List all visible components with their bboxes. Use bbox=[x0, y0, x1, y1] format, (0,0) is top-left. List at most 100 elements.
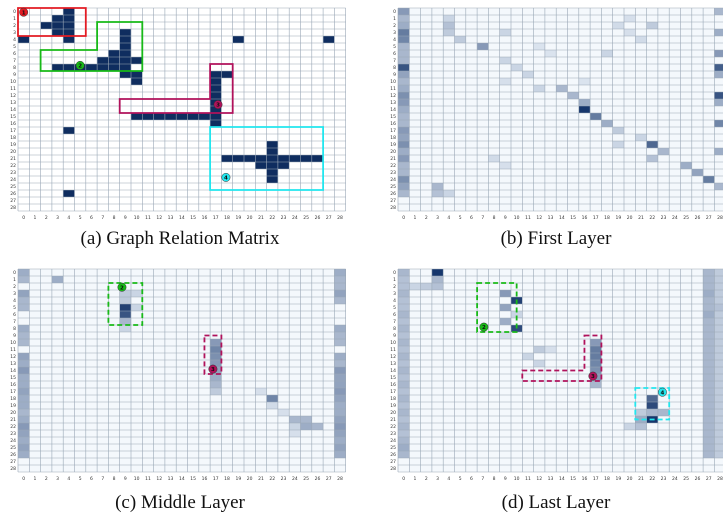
matrix-cell bbox=[443, 15, 455, 22]
y-tick-label: 3 bbox=[13, 30, 16, 36]
matrix-cell bbox=[703, 430, 715, 437]
x-tick-label: 23 bbox=[661, 476, 667, 482]
y-tick-label: 1 bbox=[393, 16, 396, 22]
x-tick-label: 20 bbox=[627, 476, 633, 482]
x-tick-label: 27 bbox=[706, 215, 712, 221]
matrix-cell bbox=[51, 276, 64, 283]
matrix-cell bbox=[119, 304, 131, 311]
matrix-cell bbox=[210, 374, 222, 381]
matrix-cell bbox=[691, 169, 704, 176]
matrix-cell bbox=[714, 346, 723, 353]
matrix-cell bbox=[612, 127, 624, 134]
x-tick-label: 8 bbox=[493, 215, 496, 221]
matrix-cell bbox=[398, 155, 410, 162]
y-tick-label: 18 bbox=[10, 135, 16, 141]
matrix-cell bbox=[714, 64, 723, 71]
x-tick-label: 6 bbox=[90, 476, 93, 482]
matrix-cell bbox=[398, 374, 410, 381]
x-tick-label: 9 bbox=[124, 215, 127, 221]
x-tick-label: 15 bbox=[570, 215, 576, 221]
matrix-cell bbox=[398, 148, 410, 155]
matrix-cell bbox=[703, 402, 715, 409]
matrix-cell bbox=[398, 162, 410, 169]
x-tick-label: 1 bbox=[414, 215, 417, 221]
y-tick-label: 27 bbox=[10, 198, 16, 204]
x-tick-label: 13 bbox=[548, 476, 554, 482]
matrix-cell bbox=[635, 423, 647, 430]
panel-c-middle-layer: 0 0 1 1 2 2 3 3 4 4 5 5 6 6 7 7 8 8 9 9 10 10 11 11 12 12 13 13 14 14… bbox=[10, 265, 350, 482]
highlight-marker-3 bbox=[208, 364, 218, 374]
matrix-cell bbox=[499, 318, 511, 325]
matrix-cell bbox=[714, 311, 723, 318]
matrix-cell bbox=[119, 311, 131, 318]
matrix-cell bbox=[334, 395, 346, 402]
matrix-cell bbox=[18, 360, 30, 367]
matrix-cell bbox=[398, 325, 410, 332]
matrix-cell bbox=[714, 120, 723, 127]
x-tick-label: 17 bbox=[213, 476, 219, 482]
matrix-cell bbox=[714, 437, 723, 444]
highlight-marker-2 bbox=[479, 322, 489, 332]
matrix-cell bbox=[119, 29, 131, 36]
matrix-cell bbox=[398, 381, 410, 388]
matrix-cell bbox=[590, 113, 602, 120]
highlight-marker-number: 2 bbox=[120, 285, 124, 291]
matrix-cell bbox=[635, 36, 647, 43]
x-tick-label: 7 bbox=[481, 476, 484, 482]
y-tick-label: 25 bbox=[390, 184, 396, 190]
matrix-cell bbox=[18, 304, 30, 311]
matrix-cell bbox=[511, 325, 523, 332]
y-tick-label: 11 bbox=[10, 347, 16, 353]
y-tick-label: 25 bbox=[10, 184, 16, 190]
matrix-cell bbox=[714, 290, 723, 297]
y-tick-label: 24 bbox=[10, 438, 16, 444]
matrix-cell bbox=[703, 374, 715, 381]
matrix-cell bbox=[703, 416, 715, 423]
matrix-cell bbox=[714, 367, 723, 374]
matrix-cell bbox=[398, 134, 410, 141]
x-tick-label: 9 bbox=[124, 476, 127, 482]
x-tick-label: 24 bbox=[292, 476, 298, 482]
matrix-cell bbox=[334, 339, 346, 346]
matrix-cell bbox=[266, 169, 278, 176]
highlight-outline-2 bbox=[39, 21, 144, 72]
matrix-cell bbox=[703, 437, 715, 444]
matrix-cell bbox=[714, 409, 723, 416]
panel-a-graph-relation-matrix: 0 0 1 1 2 2 3 3 4 4 5 5 6 6 7 7 8 8 9 9 10 10 11 11 12 12 13 13 14 14… bbox=[10, 4, 350, 221]
matrix-cell bbox=[334, 388, 346, 395]
matrix-cell bbox=[334, 290, 346, 297]
y-tick-label: 13 bbox=[390, 361, 396, 367]
panel-d-last-layer: 0 0 1 1 2 2 3 3 4 4 5 5 6 6 7 7 8 8 9 9 10 10 11 11 12 12 13 13 14 14… bbox=[390, 265, 723, 482]
x-tick-label: 3 bbox=[56, 215, 59, 221]
x-tick-label: 24 bbox=[292, 215, 298, 221]
x-tick-label: 21 bbox=[638, 215, 644, 221]
x-tick-label: 11 bbox=[525, 215, 531, 221]
matrix-cell bbox=[18, 374, 30, 381]
matrix-cell bbox=[334, 283, 346, 290]
y-tick-label: 23 bbox=[390, 170, 396, 176]
x-tick-label: 1 bbox=[34, 215, 37, 221]
matrix-cell bbox=[590, 339, 602, 346]
matrix-cell bbox=[18, 430, 30, 437]
matrix-cell bbox=[108, 64, 120, 71]
x-tick-label: 20 bbox=[627, 215, 633, 221]
highlight-outline-3 bbox=[521, 334, 603, 382]
x-tick-label: 22 bbox=[269, 476, 275, 482]
y-tick-label: 5 bbox=[13, 305, 16, 311]
matrix-cell bbox=[522, 353, 534, 360]
y-tick-label: 11 bbox=[10, 86, 16, 92]
matrix-cell bbox=[255, 155, 267, 162]
x-tick-label: 26 bbox=[315, 215, 321, 221]
x-tick-label: 12 bbox=[156, 215, 162, 221]
matrix-cell bbox=[646, 409, 658, 416]
y-tick-label: 2 bbox=[13, 284, 16, 290]
y-tick-label: 0 bbox=[13, 9, 16, 15]
matrix-cell bbox=[398, 402, 410, 409]
matrix-cell bbox=[198, 113, 211, 120]
y-tick-label: 15 bbox=[390, 375, 396, 381]
y-tick-label: 1 bbox=[13, 16, 16, 22]
matrix-cell bbox=[703, 388, 715, 395]
x-tick-label: 28 bbox=[717, 476, 723, 482]
y-tick-label: 2 bbox=[13, 23, 16, 29]
x-tick-label: 24 bbox=[672, 215, 678, 221]
